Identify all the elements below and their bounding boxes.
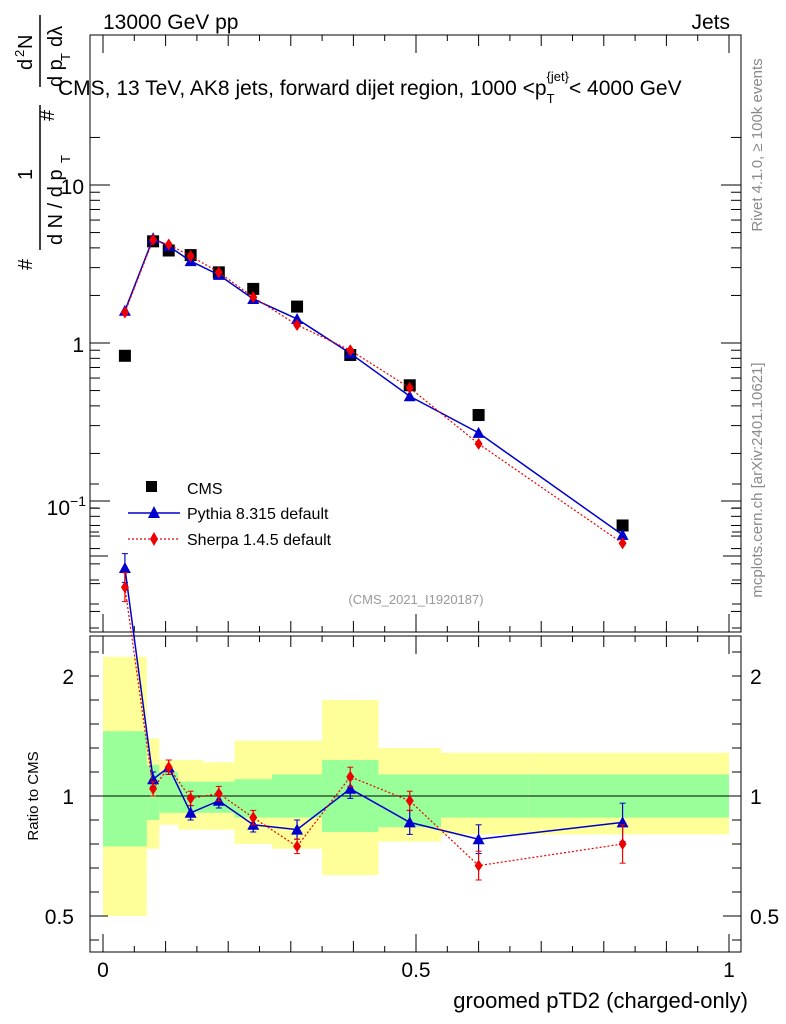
main-point-diamond-7 — [346, 344, 355, 357]
legend-label-cms: CMS — [187, 481, 223, 498]
main-point-diamond-8 — [405, 381, 414, 394]
main-series — [118, 232, 629, 550]
mcplots-label: mcplots.cern.ch [arXiv:2401.10621] — [749, 362, 766, 597]
main-point-diamond-0 — [120, 306, 129, 319]
y-label-sub-t-2: T — [58, 53, 73, 61]
band-green-bin-2 — [159, 772, 179, 813]
band-green-bin-0 — [103, 731, 147, 847]
header-right: Jets — [691, 11, 730, 34]
chart-title-sup: {jet} — [547, 69, 570, 84]
main-point-square-6 — [291, 300, 304, 313]
y-label-denominator-2: d p — [45, 59, 67, 87]
ratio-point-diamond-9 — [474, 859, 483, 872]
main-point-triangle-10 — [616, 528, 629, 540]
rivet-version-label: Rivet 4.1.0, ≥ 100k events — [749, 58, 766, 231]
ratio-point-diamond-1 — [149, 782, 158, 795]
y-label-hash-2: # — [37, 109, 59, 121]
ratio-point-diamond-5 — [249, 811, 258, 824]
main-point-square-10 — [616, 519, 629, 532]
ratio-tick-left-1: 1 — [62, 786, 74, 809]
legend-marker-sherpa — [150, 532, 158, 546]
main-point-square-0 — [118, 349, 131, 362]
chart-title-suffix: < 4000 GeV — [569, 77, 682, 100]
ratio-point-triangle-9 — [472, 833, 485, 845]
chart-title-sub: T — [547, 91, 555, 106]
legend-marker-cms — [146, 481, 157, 492]
main-point-triangle-9 — [472, 426, 485, 438]
ratio-point-diamond-7 — [346, 770, 355, 783]
x-tick-1: 1 — [723, 959, 735, 982]
x-tick-0: 0 — [97, 959, 109, 982]
ratio-point-triangle-6 — [291, 823, 304, 835]
legend-marker-pythia — [148, 506, 160, 518]
axis-ticks — [90, 35, 741, 952]
ratio-y-axis-label: Ratio to CMS — [25, 751, 42, 840]
y-label-sup-2: 2 — [12, 50, 27, 57]
chart-title: CMS, 13 TeV, AK8 jets, forward dijet reg… — [58, 69, 682, 106]
y-label-denominator-1: d N / d p — [45, 169, 67, 245]
ratio-line-2 — [124, 587, 623, 867]
main-point-diamond-5 — [249, 291, 258, 304]
main-line-2 — [124, 239, 623, 544]
ratio-tick-left-2: 2 — [62, 666, 74, 689]
main-point-diamond-9 — [474, 437, 483, 450]
legend-label-pythia: Pythia 8.315 default — [187, 506, 329, 523]
x-axis-label: groomed pTD2 (charged-only) — [453, 988, 748, 1013]
main-point-diamond-10 — [618, 537, 627, 550]
y-tick-label-1: 1 — [72, 334, 84, 357]
header-left: 13000 GeV pp — [103, 11, 238, 34]
ratio-tick-right-0.5: 0.5 — [750, 906, 779, 929]
main-point-square-5 — [247, 282, 260, 295]
uncertainty-bands — [103, 656, 729, 916]
y-label-sub-t-1: T — [58, 155, 73, 163]
ratio-point-diamond-10 — [618, 838, 627, 850]
ratio-point-triangle-0 — [118, 562, 131, 573]
ratio-point-diamond-6 — [293, 840, 302, 853]
ratio-tick-right-2: 2 — [750, 666, 762, 689]
y-tick-label-10: 10 — [61, 176, 84, 199]
ratio-tick-right-1: 1 — [750, 786, 762, 809]
y-label-dlambda: dλ — [45, 26, 67, 47]
chart-title-prefix: CMS, 13 TeV, AK8 jets, forward dijet reg… — [58, 77, 547, 100]
ratio-point-triangle-3 — [184, 806, 197, 818]
ratio-tick-left-0.5: 0.5 — [45, 906, 74, 929]
y-label-n: N — [15, 35, 37, 49]
y-tick-exponent: −1 — [70, 493, 86, 509]
legend-label-sherpa: Sherpa 1.4.5 default — [187, 532, 332, 549]
main-point-triangle-6 — [291, 312, 304, 324]
y-label-numerator-2: d — [15, 59, 37, 70]
main-y-axis-label: # 1 d N / d p T # d 2 N d p T dλ — [12, 15, 73, 270]
main-point-diamond-2 — [164, 238, 173, 251]
y-tick-label-0.1: 10−1 — [47, 493, 87, 520]
y-label-one: 1 — [15, 169, 37, 180]
ratio-point-diamond-8 — [405, 794, 414, 807]
ratio-point-diamond-0 — [120, 581, 129, 594]
y-label-hash-1: # — [15, 258, 37, 270]
main-point-triangle-8 — [403, 390, 416, 402]
main-point-diamond-6 — [293, 318, 302, 331]
y-tick-base: 10 — [47, 497, 70, 520]
analysis-id: (CMS_2021_I1920187) — [348, 592, 483, 607]
legend: CMS Pythia 8.315 default Sherpa 1.4.5 de… — [128, 481, 332, 549]
main-point-square-9 — [472, 409, 485, 422]
main-point-diamond-1 — [149, 233, 158, 246]
ratio-point-diamond-2 — [164, 761, 173, 774]
ratio-point-diamond-4 — [214, 787, 223, 800]
ratio-point-triangle-7 — [344, 782, 357, 794]
ratio-series — [118, 553, 629, 881]
main-point-diamond-4 — [214, 266, 223, 279]
main-point-diamond-3 — [186, 250, 195, 263]
ratio-point-triangle-8 — [403, 816, 416, 828]
x-tick-0.5: 0.5 — [401, 959, 430, 982]
ratio-point-diamond-3 — [186, 792, 195, 805]
